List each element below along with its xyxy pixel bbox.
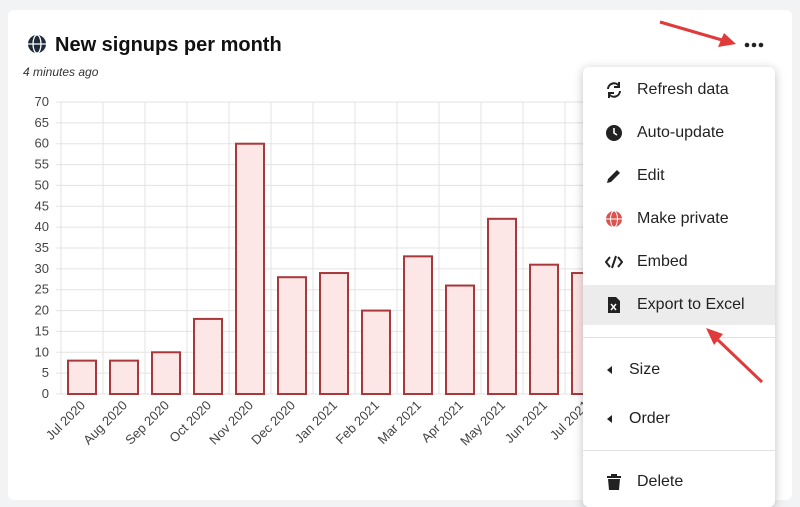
- menu-label: Edit: [637, 167, 665, 184]
- menu-label: Auto-update: [637, 124, 725, 141]
- y-tick-label: 10: [35, 344, 49, 359]
- menu-item[interactable]: Delete: [583, 462, 775, 502]
- x-tick-label: Nov 2020: [206, 398, 256, 448]
- more-button[interactable]: [744, 42, 764, 48]
- bar: [277, 276, 307, 396]
- bar: [445, 284, 475, 395]
- page-body: New signups per month 4 minutes ago 0 5 10…: [8, 10, 792, 507]
- x-tick-label: Jan 2021: [292, 398, 340, 446]
- caret-icon: [607, 366, 612, 374]
- globe-icon: [28, 34, 46, 54]
- menu-item[interactable]: Edit: [583, 156, 775, 196]
- chart-title: New signups per month: [55, 34, 282, 56]
- menu-label: Export to Excel: [637, 296, 745, 313]
- excel-icon: [608, 297, 620, 313]
- bar: [67, 359, 97, 395]
- globe-icon: [606, 210, 622, 228]
- x-tick-label: Dec 2020: [248, 398, 298, 448]
- x-tick-label: Aug 2020: [80, 398, 130, 448]
- menu-item[interactable]: Order: [583, 399, 775, 439]
- menu-label: Embed: [637, 253, 688, 270]
- bar: [403, 255, 433, 396]
- menu-label: Make private: [637, 210, 729, 227]
- y-tick-label: 25: [35, 282, 49, 297]
- y-tick-label: 65: [35, 115, 49, 130]
- y-tick-label: 0: [42, 386, 49, 401]
- bar: [361, 309, 391, 396]
- y-tick-label: 20: [35, 303, 49, 318]
- y-tick-label: 55: [35, 157, 49, 172]
- subtitle: 4 minutes ago: [23, 65, 99, 79]
- context-menu: Refresh data Auto-update Edit Make priva…: [583, 67, 775, 507]
- x-tick-label: May 2021: [457, 398, 508, 449]
- menu-item[interactable]: Size: [583, 350, 775, 390]
- x-tick-label: Sep 2020: [122, 398, 172, 448]
- menu-label: Order: [629, 410, 670, 427]
- menu-label: Delete: [637, 473, 684, 490]
- bar: [529, 263, 559, 395]
- refresh-icon: [607, 82, 621, 98]
- chart: New signups per month 4 minutes ago 0 5 10…: [23, 34, 764, 449]
- bar: [193, 317, 223, 395]
- menu-item[interactable]: Auto-update: [583, 113, 775, 153]
- y-tick-label: 45: [35, 198, 49, 213]
- caret-icon: [607, 415, 612, 423]
- y-tick-label: 50: [35, 177, 49, 192]
- page: {"chart_data": {"type": "bar", "title": …: [8, 10, 792, 507]
- separator: [583, 450, 775, 451]
- menu-item[interactable]: Export to Excel: [583, 285, 775, 325]
- bar: [235, 142, 265, 395]
- menu-item[interactable]: Make private: [583, 199, 775, 239]
- x-tick-label: Mar 2021: [375, 398, 424, 447]
- bar: [109, 359, 139, 395]
- separator: [583, 337, 775, 338]
- y-tick-label: 35: [35, 240, 49, 255]
- bar: [487, 217, 517, 395]
- bar: [151, 351, 181, 395]
- y-tick-label: 15: [35, 323, 49, 338]
- clock-icon: [606, 125, 622, 141]
- x-tick-label: Feb 2021: [333, 398, 382, 447]
- menu-item[interactable]: Refresh data: [583, 70, 775, 110]
- x-tick-label: Jun 2021: [502, 398, 550, 446]
- code-icon: [605, 255, 623, 269]
- menu-label: Size: [629, 361, 661, 378]
- y-tick-label: 60: [35, 136, 49, 151]
- y-tick-label: 30: [35, 261, 49, 276]
- y-tick-label: 70: [35, 94, 49, 109]
- menu-label: Refresh data: [637, 81, 729, 98]
- bar: [319, 272, 349, 395]
- y-tick-label: 5: [42, 365, 49, 380]
- trash-icon: [607, 474, 621, 490]
- y-tick-label: 40: [35, 219, 49, 234]
- pencil-icon: [607, 170, 620, 183]
- menu-item[interactable]: Embed: [583, 242, 775, 282]
